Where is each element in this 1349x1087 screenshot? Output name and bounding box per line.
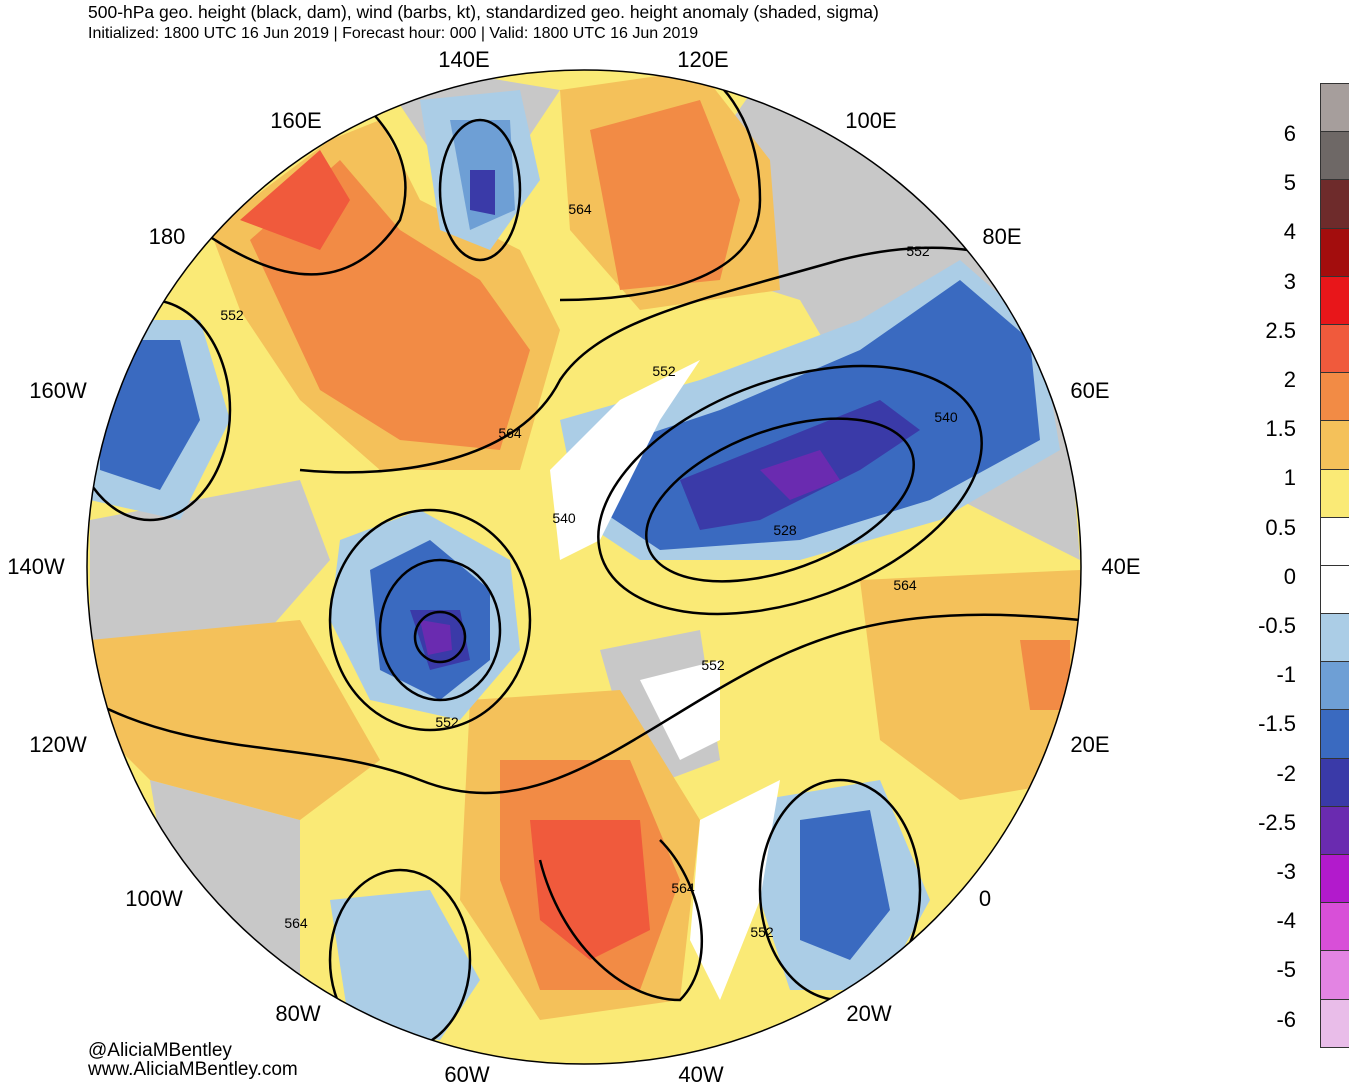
anomaly-shading: [87, 70, 1081, 1064]
longitude-label: 80W: [275, 1001, 321, 1026]
colorbar-label: 1.5: [1265, 416, 1296, 442]
contour-label: 564: [284, 915, 308, 931]
colorbar-swatch: [1320, 468, 1349, 518]
contour-label: 564: [498, 425, 522, 441]
longitude-label: 140W: [7, 554, 65, 579]
colorbar-swatch: [1320, 83, 1349, 133]
contour-label: 552: [220, 307, 244, 323]
longitude-label: 140E: [438, 47, 490, 72]
longitude-label: 100E: [845, 108, 897, 133]
colorbar-label: -2.5: [1258, 809, 1296, 835]
longitude-label: 40E: [1101, 554, 1141, 579]
longitude-label: 40W: [678, 1062, 724, 1087]
colorbar-label: 1: [1283, 465, 1296, 491]
colorbar-label: -0.5: [1258, 613, 1296, 638]
longitude-label: 20W: [846, 1001, 892, 1026]
contour-label: 564: [893, 577, 917, 593]
colorbar-swatch: [1320, 372, 1349, 422]
contour-label: 540: [552, 510, 576, 526]
longitude-label: 160W: [29, 378, 87, 403]
contour-label: 540: [934, 409, 958, 425]
credit-website: www.AliciaMBentley.com: [88, 1059, 298, 1080]
contour-label: 552: [701, 657, 725, 673]
colorbar-swatch: [1320, 420, 1349, 470]
colorbar-swatch: [1320, 179, 1349, 229]
longitude-label: 60W: [444, 1062, 490, 1087]
longitude-label: 100W: [125, 886, 183, 911]
colorbar-label: 0: [1283, 563, 1296, 589]
colorbar-swatch: [1320, 323, 1349, 374]
colorbar-label: -5: [1276, 957, 1296, 983]
colorbar-label: 3: [1283, 268, 1296, 294]
contour-label: 552: [435, 714, 459, 730]
map-subtitle: Initialized: 1800 UTC 16 Jun 2019 | Fore…: [88, 25, 699, 42]
contour-label: 552: [906, 243, 930, 259]
colorbar-label: -6: [1276, 1006, 1296, 1032]
colorbar-label: 6: [1283, 121, 1296, 146]
contour-label: 552: [750, 924, 774, 940]
colorbar-label: -1.5: [1258, 711, 1296, 737]
colorbar-swatch: [1320, 757, 1349, 807]
colorbar-label: -3: [1276, 859, 1296, 884]
contour-label: 564: [671, 880, 695, 896]
colorbar-swatch: [1320, 902, 1349, 952]
longitude-label: 80E: [982, 224, 1022, 249]
colorbar-swatch: [1320, 227, 1349, 277]
map-boundary: [86, 69, 1082, 1065]
colorbar-swatch: [1320, 131, 1349, 181]
colorbar-swatch: [1320, 613, 1349, 663]
longitude-label: 60E: [1070, 378, 1110, 403]
colorbar-swatch: [1320, 275, 1349, 325]
longitude-label: 120E: [677, 47, 729, 72]
colorbar-label: 5: [1283, 170, 1296, 196]
longitude-label: 120W: [29, 732, 87, 757]
longitude-label: 0: [978, 886, 992, 911]
colorbar-swatch: [1320, 709, 1349, 759]
longitude-label: 20E: [1070, 732, 1110, 757]
colorbar-label: -4: [1276, 908, 1296, 934]
contour-label: 528: [773, 522, 797, 538]
colorbar: [1320, 83, 1349, 1048]
colorbar-label: -1: [1276, 662, 1296, 688]
contour-label: 552: [652, 363, 676, 379]
contour-label: 564: [568, 201, 592, 217]
colorbar-label: 4: [1283, 219, 1296, 245]
colorbar-swatch: [1320, 516, 1349, 566]
longitude-label: 160E: [270, 108, 322, 133]
colorbar-label: 2: [1283, 367, 1296, 392]
longitude-label: 180: [148, 224, 186, 249]
colorbar-swatch: [1320, 998, 1349, 1048]
colorbar-swatch: [1320, 564, 1349, 615]
map-title: 500-hPa geo. height (black, dam), wind (…: [88, 2, 879, 22]
colorbar-swatch: [1320, 854, 1349, 904]
colorbar-label: 0.5: [1265, 514, 1296, 540]
contour-labels: 564 552 564 552 540 552 540 528 564 552 552 564 564 5…: [220, 201, 958, 940]
colorbar-swatch: [1320, 661, 1349, 711]
credit-handle: @AliciaMBentley: [88, 1040, 232, 1061]
colorbar-label: -2: [1276, 760, 1296, 786]
colorbar-swatch: [1320, 805, 1349, 855]
colorbar-label: 2.5: [1265, 317, 1296, 343]
colorbar-swatch: [1320, 950, 1349, 1000]
